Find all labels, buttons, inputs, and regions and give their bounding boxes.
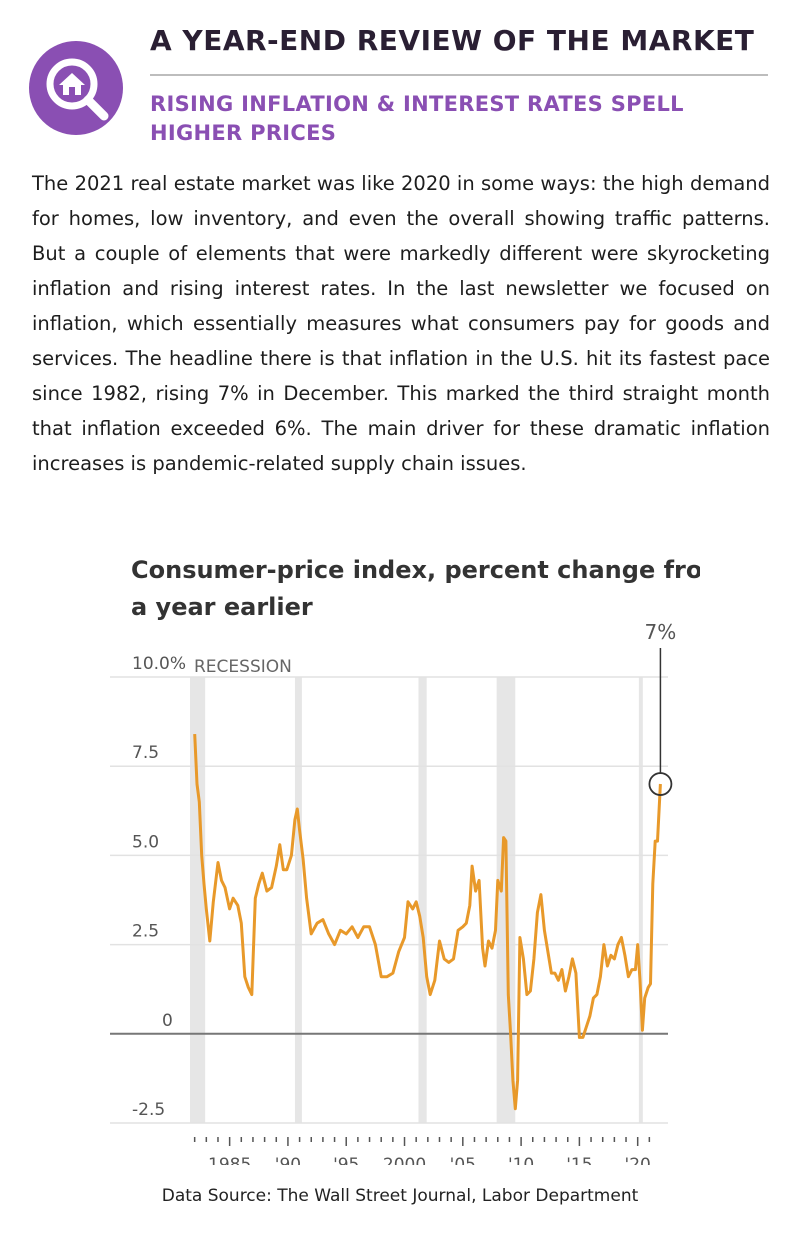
x-tick-label: '20 xyxy=(625,1155,651,1165)
y-tick-label: 10.0% xyxy=(132,654,186,674)
series-line-0 xyxy=(193,734,662,1111)
page-subtitle: RISING INFLATION & INTEREST RATES SPELL … xyxy=(150,92,684,145)
annotation-label: 7% xyxy=(645,620,677,644)
article-paragraph: The 2021 real estate market was like 202… xyxy=(32,172,770,475)
x-tick-label: '10 xyxy=(508,1155,534,1165)
x-tick-label: '15 xyxy=(566,1155,592,1165)
x-axis: 1985 '90 '95 2000 '05 '10 '15 '20 xyxy=(193,1137,651,1165)
x-tick-label: '90 xyxy=(275,1155,301,1165)
x-tick-label: '95 xyxy=(333,1155,359,1165)
gridlines xyxy=(110,676,668,1124)
house-magnifier-icon xyxy=(29,41,123,135)
chart-title-line-1: Consumer-price index, percent change fro… xyxy=(131,556,700,584)
peak-annotation: 7% xyxy=(645,620,677,796)
series-lines xyxy=(193,734,662,1111)
y-tick-label: 5.0 xyxy=(132,832,159,852)
y-tick-label: 0 xyxy=(162,1011,173,1031)
recession-band-1 xyxy=(294,677,302,1123)
x-tick-label: '05 xyxy=(450,1155,476,1165)
x-tick-label: 1985 xyxy=(208,1155,251,1165)
x-tick-label: 2000 xyxy=(383,1155,426,1165)
recession-label: RECESSION xyxy=(194,657,292,677)
y-tick-label: 7.5 xyxy=(132,743,159,763)
title-divider xyxy=(150,74,768,76)
recession-bands xyxy=(190,677,643,1123)
recession-band-2 xyxy=(418,677,427,1123)
y-axis-labels: 10.0% 7.5 5.0 2.5 0 -2.5 xyxy=(132,654,186,1120)
y-tick-label: -2.5 xyxy=(132,1100,165,1120)
y-tick-label: 2.5 xyxy=(132,922,159,942)
page-title: A YEAR-END REVIEW OF THE MARKET xyxy=(150,24,755,57)
annotation-marker xyxy=(648,772,673,796)
data-source: Data Source: The Wall Street Journal, La… xyxy=(161,1186,639,1206)
recession-band-0 xyxy=(190,677,206,1123)
recession-band-4 xyxy=(638,677,643,1123)
cpi-line-chart: Consumer-price index, percent change fro… xyxy=(110,556,700,1165)
chart-title-line-2: a year earlier xyxy=(131,593,313,621)
